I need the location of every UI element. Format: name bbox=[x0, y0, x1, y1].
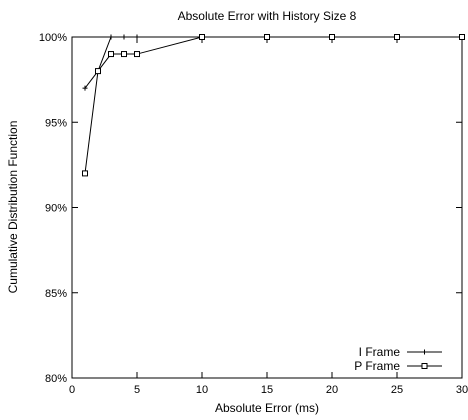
p-frame-point bbox=[82, 170, 88, 177]
p-frame-point bbox=[95, 68, 101, 75]
p-frame-line bbox=[84, 36, 462, 174]
legend-label-i-frame: I Frame bbox=[359, 345, 401, 359]
i-frame-point bbox=[108, 34, 114, 40]
p-frame-point bbox=[394, 34, 400, 40]
plot-frame bbox=[71, 36, 463, 379]
p-frame-point bbox=[264, 34, 270, 40]
x-tick-label: 20 bbox=[326, 384, 338, 396]
legend-label-p-frame: P Frame bbox=[354, 359, 400, 373]
i-frame-point bbox=[121, 34, 127, 40]
y-axis-label: Cumulative Distribution Function bbox=[6, 121, 20, 294]
chart-title: Absolute Error with History Size 8 bbox=[178, 9, 357, 23]
p-frame-point bbox=[121, 51, 127, 58]
x-axis-label: Absolute Error (ms) bbox=[215, 401, 319, 415]
x-tick-label: 25 bbox=[391, 384, 403, 396]
y-tick-label: 80% bbox=[45, 373, 67, 385]
i-frame-line bbox=[84, 36, 462, 89]
y-tick-label: 100% bbox=[39, 32, 67, 44]
series-layer bbox=[82, 34, 465, 177]
x-axis: 0 5 10 15 20 25 30 bbox=[69, 37, 468, 396]
y-tick-label: 90% bbox=[45, 203, 67, 215]
p-frame-point bbox=[134, 51, 140, 58]
x-tick-label: 5 bbox=[134, 384, 140, 396]
p-frame-point bbox=[199, 34, 205, 40]
legend-marker-p-frame bbox=[421, 363, 428, 369]
x-tick-label: 15 bbox=[261, 384, 273, 396]
x-tick-label: 10 bbox=[196, 384, 208, 396]
x-tick-label: 0 bbox=[69, 384, 75, 396]
p-frame-point bbox=[108, 51, 114, 58]
p-frame-point bbox=[329, 34, 335, 40]
y-tick-label: 95% bbox=[45, 117, 67, 129]
i-frame-point bbox=[82, 85, 88, 91]
y-axis: 80% 85% 90% 95% 100% bbox=[39, 32, 462, 385]
p-frame-point bbox=[459, 34, 465, 40]
legend-marker-i-frame bbox=[422, 349, 427, 355]
y-tick-label: 85% bbox=[45, 288, 67, 300]
x-tick-label: 30 bbox=[456, 384, 468, 396]
i-frame-point bbox=[134, 34, 140, 40]
